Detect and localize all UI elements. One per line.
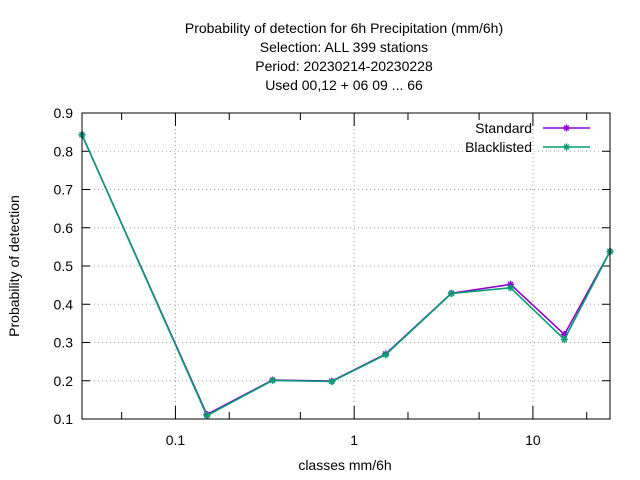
- chart-title: Probability of detection for 6h Precipit…: [185, 20, 503, 93]
- x-axis-label: classes mm/6h: [298, 457, 391, 473]
- grid: [82, 113, 610, 419]
- data-point-blacklisted: [447, 290, 455, 298]
- legend: Standard Blacklisted: [465, 120, 590, 155]
- x-tick-label: 1: [350, 432, 358, 448]
- point-marker: [507, 284, 514, 291]
- x-tick-label: 0.1: [166, 432, 186, 448]
- data-point-blacklisted: [560, 335, 568, 343]
- point-marker: [203, 412, 210, 419]
- point-marker: [561, 331, 568, 338]
- plot-frame: [81, 112, 611, 420]
- title-line-3: Period: 20230214-20230228: [255, 58, 433, 74]
- point-marker: [561, 336, 568, 343]
- y-tick-label: 0.9: [54, 105, 74, 121]
- y-tick-label: 0.3: [54, 335, 74, 351]
- y-tick-label: 0.4: [54, 296, 74, 312]
- y-tick-label: 0.2: [54, 373, 74, 389]
- point-marker: [328, 378, 335, 385]
- data-point-blacklisted: [203, 412, 211, 420]
- data-point-blacklisted: [507, 284, 515, 292]
- y-tick-label: 0.7: [54, 182, 74, 198]
- title-line-4: Used 00,12 + 06 09 ... 66: [265, 77, 423, 93]
- title-line-2: Selection: ALL 399 stations: [260, 39, 428, 55]
- legend-marker: [563, 144, 570, 150]
- y-tick-label: 0.6: [54, 220, 74, 236]
- y-tick-label: 0.5: [54, 258, 74, 274]
- y-tick-label: 0.1: [54, 411, 74, 427]
- data-point-blacklisted: [382, 351, 390, 359]
- point-marker: [382, 351, 389, 358]
- series-line-standard: [81, 134, 611, 416]
- point-marker: [448, 290, 455, 297]
- x-tick-label: 10: [525, 432, 541, 448]
- data-series: [78, 131, 614, 420]
- data-point-blacklisted: [269, 376, 277, 384]
- legend-label-blacklisted: Blacklisted: [465, 139, 532, 155]
- legend-label-standard: Standard: [475, 120, 532, 136]
- legend-marker: [563, 125, 570, 131]
- y-axis-label: Probability of detection: [6, 195, 22, 337]
- y-tick-label: 0.8: [54, 143, 74, 159]
- data-point-blacklisted: [328, 378, 336, 386]
- title-line-1: Probability of detection for 6h Precipit…: [185, 20, 503, 36]
- axis-ticks: 0.1 0.2 0.3 0.4 0.5 0.6 0.7 0.8 0.9 0.1 1 10: [54, 105, 610, 448]
- point-marker: [269, 377, 276, 384]
